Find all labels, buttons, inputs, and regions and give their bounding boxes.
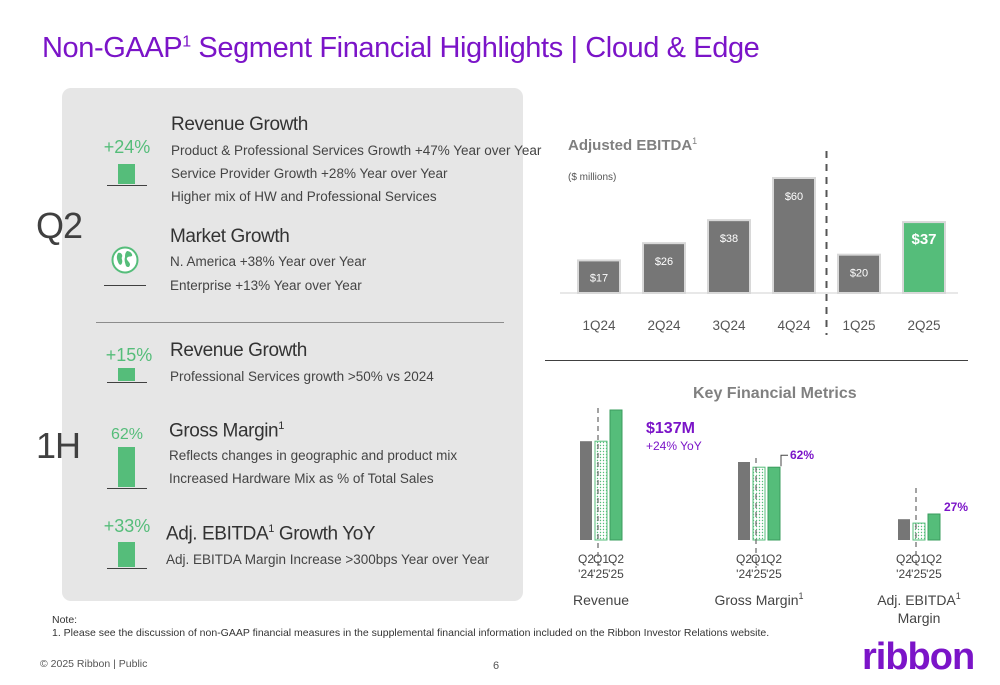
metric-group-label: Adj. EBITDA1 — [877, 591, 961, 608]
ebitda-data-label: $20 — [850, 268, 868, 280]
ebitda-category-label: 2Q25 — [907, 318, 940, 333]
footnote: Note: 1. Please see the discussion of no… — [52, 614, 769, 640]
ebitda-chart-title: Adjusted EBITDA1 — [568, 136, 698, 154]
ebitda-growth-line: Adj. EBITDA Margin Increase >300bps Year… — [166, 552, 490, 567]
metric-period-label: Q2 — [578, 552, 594, 566]
ebitda-bar — [772, 177, 816, 294]
ebitda-category-label: 1Q25 — [842, 318, 875, 333]
gross-margin-bracket — [780, 454, 788, 467]
q2-revenue-line: Service Provider Growth +28% Year over Y… — [171, 166, 448, 181]
key-metrics-chart: Q2'24Q1'25Q2'25RevenueQ2'24Q1'25Q2'25Gro… — [573, 408, 968, 626]
q2-revenue-line: Higher mix of HW and Professional Servic… — [171, 189, 437, 204]
page-number: 6 — [493, 660, 500, 672]
chart-separator — [545, 360, 968, 361]
market-growth-line: Enterprise +13% Year over Year — [170, 278, 362, 293]
gross-margin-callout: 62% — [790, 448, 814, 462]
market-baseline — [104, 285, 146, 286]
ebitda-category-label: 3Q24 — [712, 318, 746, 333]
metric-year-label: '24 — [896, 567, 912, 581]
metric-period-label: Q2 — [736, 552, 752, 566]
ebitda-chart-units: ($ millions) — [568, 172, 617, 183]
ribbon-logo: ribbon — [862, 636, 975, 678]
metric-group-label: Revenue — [573, 592, 629, 608]
metric-period-label: Q2 — [766, 552, 782, 566]
metric-bar — [752, 466, 766, 541]
metric-year-label: '24 — [736, 567, 752, 581]
footnote-label: Note: — [52, 614, 78, 626]
metric-period-label: Q2 — [608, 552, 624, 566]
ebitda-data-label: $38 — [720, 233, 738, 245]
ebitda-bar-chart: $17 1Q24 $26 2Q24 $38 3Q24 $60 4Q24 $20 1Q25 $37 2Q… — [560, 151, 958, 335]
metric-year-label: '25 — [766, 567, 782, 581]
ebitda-data-label: $17 — [590, 273, 608, 285]
q2-revenue-bar-icon — [118, 164, 135, 184]
h1-revenue-bar-icon — [118, 368, 135, 381]
metric-year-label: '25 — [593, 567, 609, 581]
gross-margin-line: Reflects changes in geographic and produ… — [169, 448, 458, 463]
gross-margin-heading: Gross Margin1 — [169, 420, 284, 442]
metric-group-label-line2: Margin — [898, 610, 941, 626]
metric-year-label: '25 — [911, 567, 927, 581]
gross-margin-baseline — [107, 488, 147, 489]
h1-revenue-baseline — [107, 382, 147, 383]
ebitda-bar — [902, 221, 946, 294]
globe-icon — [111, 246, 139, 274]
metric-year-label: '24 — [578, 567, 594, 581]
metric-period-label: Q1 — [593, 552, 609, 566]
metric-year-label: '25 — [751, 567, 767, 581]
ebitda-bar — [577, 259, 621, 294]
h1-label: 1H — [36, 425, 81, 466]
metric-bar — [898, 519, 910, 540]
metric-bar — [927, 513, 941, 541]
gross-margin-value: 62% — [110, 426, 144, 443]
ebitda-baseline — [107, 568, 147, 569]
metric-bar — [594, 440, 608, 541]
metric-period-label: Q1 — [911, 552, 927, 566]
h1-revenue-line: Professional Services growth >50% vs 202… — [170, 369, 434, 384]
highlights-panel — [62, 88, 523, 601]
market-growth-heading: Market Growth — [170, 226, 290, 247]
metric-period-label: Q2 — [926, 552, 942, 566]
ebitda-category-label: 4Q24 — [777, 318, 811, 333]
ebitda-bar — [707, 219, 751, 294]
footnote-text: 1. Please see the discussion of non-GAAP… — [52, 627, 770, 639]
metric-period-label: Q2 — [896, 552, 912, 566]
ebitda-bar-icon — [118, 542, 135, 567]
h1-revenue-value: +15% — [105, 345, 153, 365]
metric-group-label: Gross Margin1 — [714, 591, 803, 608]
metric-bar — [738, 462, 750, 540]
gross-margin-line: Increased Hardware Mix as % of Total Sal… — [169, 471, 434, 486]
q2-label: Q2 — [36, 205, 83, 246]
revenue-callout: $137M — [646, 420, 695, 437]
ebitda-margin-callout: 27% — [944, 500, 968, 514]
h1-revenue-heading: Revenue Growth — [170, 340, 307, 361]
ebitda-bar — [642, 242, 686, 294]
ebitda-data-label: $60 — [785, 191, 803, 203]
ebitda-growth-value: +33% — [103, 516, 151, 536]
q2-revenue-value: +24% — [103, 137, 151, 157]
q2-revenue-baseline — [107, 185, 147, 186]
ebitda-category-label: 1Q24 — [582, 318, 616, 333]
q2-revenue-line: Product & Professional Services Growth +… — [171, 143, 542, 158]
ebitda-growth-heading: Adj. EBITDA1 Growth YoY — [166, 523, 376, 545]
ebitda-data-label: $26 — [655, 256, 673, 268]
section-divider — [96, 322, 504, 323]
metric-bar — [580, 441, 592, 540]
metric-year-label: '25 — [926, 567, 942, 581]
metric-bar — [912, 522, 926, 541]
market-growth-line: N. America +38% Year over Year — [170, 254, 367, 269]
revenue-yoy-callout: +24% YoY — [646, 439, 702, 453]
ebitda-data-label: $37 — [911, 231, 936, 248]
metric-period-label: Q1 — [751, 552, 767, 566]
metric-bar — [767, 466, 781, 541]
key-metrics-title: Key Financial Metrics — [693, 385, 857, 402]
ebitda-category-label: 2Q24 — [647, 318, 681, 333]
gross-margin-bar-icon — [118, 447, 135, 487]
metric-bar — [609, 409, 623, 541]
copyright: © 2025 Ribbon | Public — [40, 658, 148, 670]
page-title: Non-GAAP1 Segment Financial Highlights |… — [42, 32, 760, 64]
ebitda-bar — [837, 253, 881, 294]
q2-revenue-heading: Revenue Growth — [171, 114, 308, 135]
metric-year-label: '25 — [608, 567, 624, 581]
